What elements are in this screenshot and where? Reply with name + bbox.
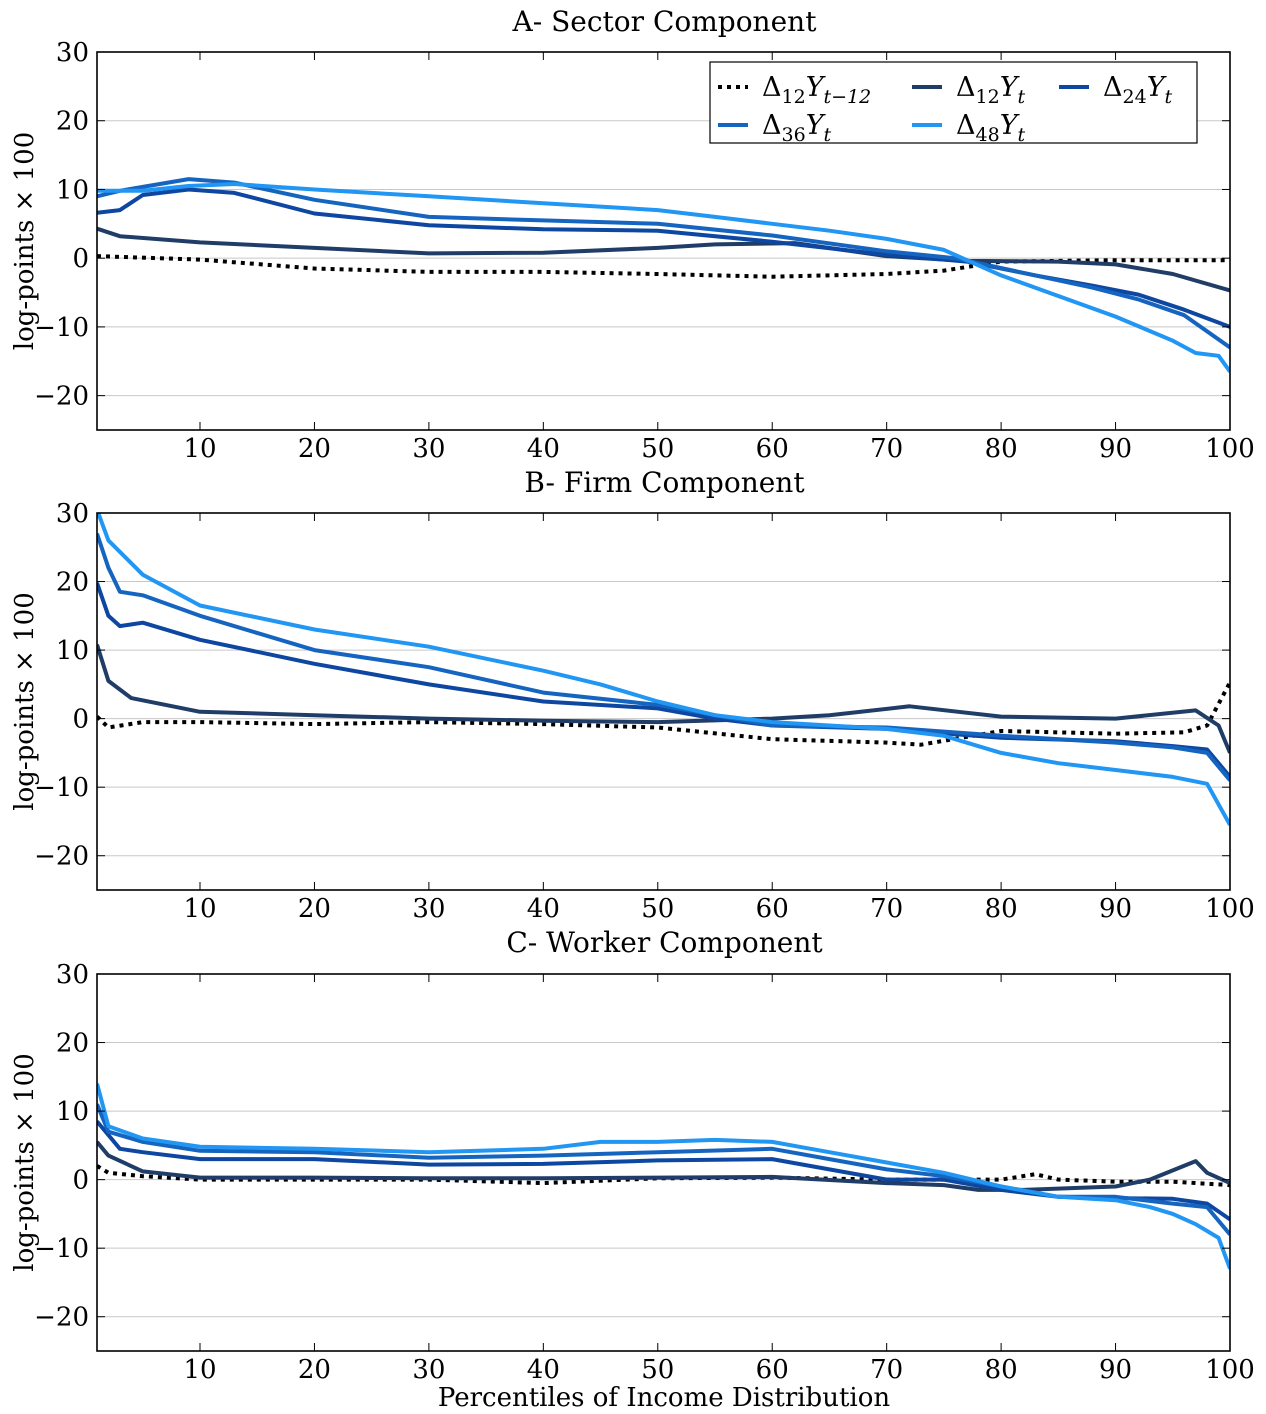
y-axis-label: log-points × 100	[10, 132, 40, 351]
x-tick-label: 30	[412, 1355, 445, 1385]
series-line-delta12y-tminus12	[97, 254, 1230, 279]
series-line-delta24y-t	[97, 582, 1230, 779]
y-tick-label: 0	[72, 1166, 89, 1196]
x-tick-label: 20	[298, 1355, 331, 1385]
y-tick-label: 30	[56, 38, 89, 68]
series-line-delta36y-t	[97, 177, 1230, 350]
x-tick-label: 60	[756, 894, 789, 924]
x-tick-label: 70	[870, 894, 903, 924]
x-tick-label: 60	[756, 434, 789, 464]
y-tick-label: −10	[34, 313, 89, 343]
x-tick-label: 50	[641, 1355, 674, 1385]
y-tick-label: 20	[56, 1029, 89, 1059]
legend-label: Δ12Yt	[956, 72, 1026, 108]
x-tick-label: 80	[985, 434, 1018, 464]
chart-panel-2: 10 20 30 40 50 60 70 80 90 100 −20 −10 0 10 20 30 B- Fir…	[10, 466, 1255, 924]
y-tick-label: 10	[56, 175, 89, 205]
chart-panel-1: 10 20 30 40 50 60 70 80 90 100 −20 −10 0 10 20 30 A- Sec…	[10, 5, 1255, 464]
series-line-delta12y-t	[97, 226, 1230, 293]
panel-title: B- Firm Component	[524, 466, 805, 499]
y-tick-label: 0	[72, 244, 89, 274]
legend-label: Δ24Yt	[1103, 72, 1173, 108]
x-tick-label: 10	[183, 434, 216, 464]
series-line-delta24y-t	[97, 187, 1230, 329]
x-axis-label: Percentiles of Income Distribution	[438, 1383, 890, 1413]
series-line-delta48y-t	[97, 182, 1230, 373]
x-tick-label: 20	[298, 434, 331, 464]
x-tick-label: 40	[527, 434, 560, 464]
y-tick-label: 20	[56, 568, 89, 598]
x-tick-label: 40	[527, 894, 560, 924]
y-tick-label: 10	[56, 1097, 89, 1127]
series-line-delta12y-tminus12	[97, 1164, 1230, 1188]
y-tick-label: 0	[72, 705, 89, 735]
x-tick-label: 50	[641, 434, 674, 464]
y-axis-label: log-points × 100	[10, 1053, 40, 1272]
panel-title: A- Sector Component	[512, 5, 818, 38]
series-line-delta12y-t	[97, 1140, 1230, 1192]
y-tick-label: −20	[34, 382, 89, 412]
legend: Δ12Yt−12 Δ12Yt Δ24Yt Δ36Yt Δ48Yt	[709, 61, 1198, 146]
series-line-delta48y-t	[97, 1083, 1230, 1270]
x-tick-label: 40	[527, 1355, 560, 1385]
y-tick-label: 20	[56, 107, 89, 137]
x-tick-label: 90	[1099, 894, 1132, 924]
x-tick-label: 10	[183, 894, 216, 924]
y-axis-label: log-points × 100	[10, 592, 40, 811]
plot-frame	[96, 51, 1231, 431]
panel-title: C- Worker Component	[506, 926, 823, 959]
chart-panel-3: 10 20 30 40 50 60 70 80 90 100 −20 −10 0 10 20 30 C- Wor…	[10, 926, 1255, 1385]
legend-item-delta36y-t: Δ36Yt	[718, 110, 832, 146]
x-tick-label: 20	[298, 894, 331, 924]
y-tick-label: −10	[34, 773, 89, 803]
legend-item-delta12y-tminus12: Δ12Yt−12	[718, 72, 871, 108]
x-tick-label: 10	[183, 1355, 216, 1385]
x-tick-label: 100	[1205, 1355, 1255, 1385]
series-line-delta12y-t	[97, 644, 1230, 754]
x-tick-label: 50	[641, 894, 674, 924]
legend-item-delta48y-t: Δ48Yt	[912, 110, 1026, 146]
x-tick-label: 100	[1205, 894, 1255, 924]
series-line-delta36y-t	[97, 1103, 1230, 1236]
x-tick-label: 70	[870, 1355, 903, 1385]
x-tick-label: 30	[412, 434, 445, 464]
legend-label: Δ36Yt	[762, 110, 832, 146]
legend-item-delta12y-t: Δ12Yt	[912, 72, 1026, 108]
legend-label: Δ12Yt−12	[762, 72, 871, 108]
x-tick-label: 80	[985, 894, 1018, 924]
series-line-delta48y-t	[97, 513, 1230, 826]
plot-frame	[96, 973, 1231, 1352]
x-tick-label: 70	[870, 434, 903, 464]
y-tick-label: 10	[56, 636, 89, 666]
series-line-delta24y-t	[97, 1120, 1230, 1222]
plot-frame	[96, 512, 1231, 891]
y-tick-label: −20	[34, 842, 89, 872]
y-tick-label: −10	[34, 1234, 89, 1264]
x-tick-label: 60	[756, 1355, 789, 1385]
series-line-delta12y-tminus12	[97, 681, 1230, 747]
series-line-delta36y-t	[97, 532, 1230, 782]
legend-frame	[709, 61, 1198, 144]
y-tick-label: 30	[56, 960, 89, 990]
legend-item-delta24y-t: Δ24Yt	[1059, 72, 1173, 108]
x-tick-label: 100	[1205, 434, 1255, 464]
y-tick-label: −20	[34, 1303, 89, 1333]
y-tick-label: 30	[56, 499, 89, 529]
x-tick-label: 90	[1099, 1355, 1132, 1385]
x-tick-label: 80	[985, 1355, 1018, 1385]
x-tick-label: 30	[412, 894, 445, 924]
legend-label: Δ48Yt	[956, 110, 1026, 146]
x-tick-label: 90	[1099, 434, 1132, 464]
